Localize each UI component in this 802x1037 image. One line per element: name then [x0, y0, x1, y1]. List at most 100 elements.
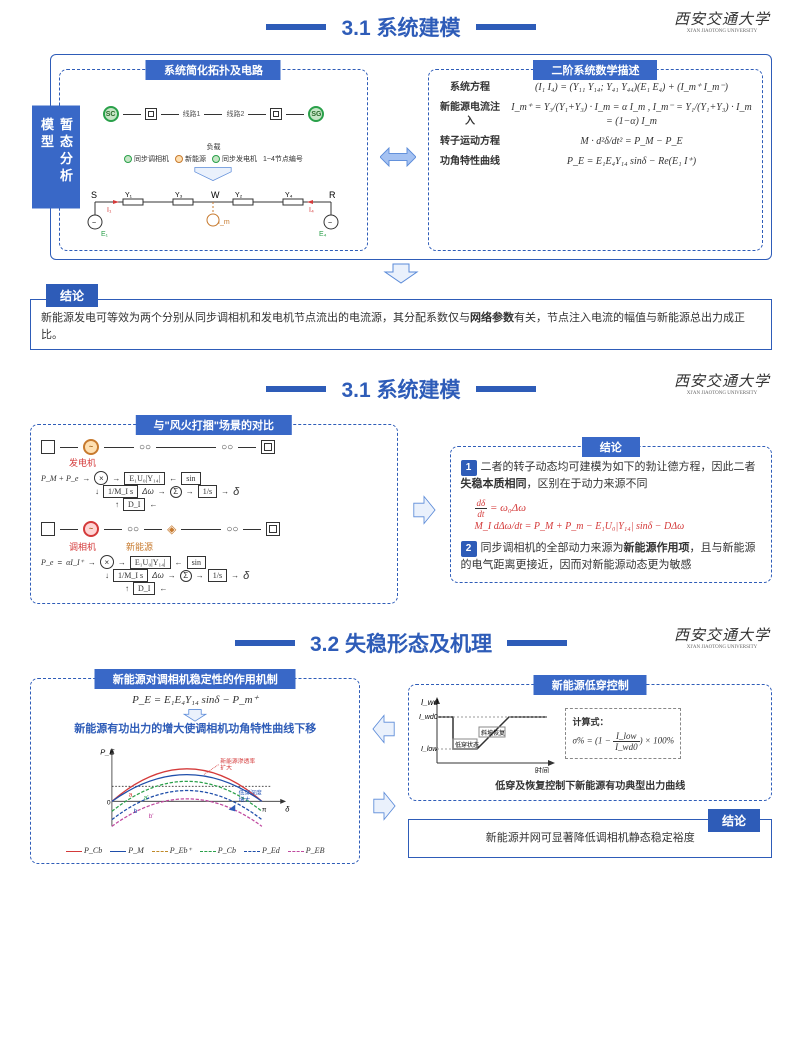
bi-arrow-icon — [380, 145, 416, 169]
topology-box: 系统简化拓扑及电路 SC 线路1 线路2 SG 负载 同步调相机 新能 — [59, 69, 368, 251]
equiv-circuit: S W R ~ ~ Y₁ Y₃ Y₂ — [70, 182, 357, 242]
gen-label: 发电机 — [69, 456, 387, 469]
right-arrow-icon — [370, 789, 398, 823]
ne-label: 新能源 — [126, 540, 153, 553]
calc-box: 计算式： σ% = (1 − I_lowI_wd0) × 100% — [565, 708, 681, 759]
right-arrow-icon — [410, 493, 438, 527]
down-arrow-icon — [173, 166, 253, 182]
load-label: 负载 — [70, 142, 357, 152]
svg-text:低穿深度: 低穿深度 — [239, 789, 262, 797]
transformer-icon-2 — [270, 108, 282, 120]
title-accent-left — [266, 24, 326, 30]
concl-item-2: 2同步调相机的全部动力来源为新能源作用项，且与新能源的电气距离更接近，因而对新能… — [461, 540, 761, 574]
lvrt-plot: I_wd I_wd0 I_low 时间 低穿状态 斜坡恢复 — [419, 693, 559, 773]
conclusion-box-p2: 结论 1二者的转子动态均可建模为如下的勃让德方程，因此二者失稳本质相同，区别在于… — [450, 446, 772, 583]
eq-pe: P_E = E₁E₄Y₁₄ sinδ − P_m⁺ — [41, 693, 349, 706]
page-1: 西安交通大学 XI'AN JIAOTONG UNIVERSITY 3.1 系统建… — [0, 0, 802, 362]
university-name: 西安交通大学 — [674, 12, 770, 28]
right-arrow-connector — [406, 493, 442, 527]
lvrt-title: 新能源低穿控制 — [534, 675, 647, 695]
eq-p2-2: M_I dΔω/dt = P_M + P_m − E₁U₀|Y₁₄| sinδ … — [475, 521, 761, 532]
svg-text:~: ~ — [328, 220, 332, 227]
sg-node: SG — [308, 106, 324, 122]
svg-text:R: R — [329, 190, 336, 200]
section-heading: 3.2 失稳形态及机理 — [310, 628, 492, 658]
svg-text:增大: 增大 — [239, 796, 251, 804]
svg-text:I_m: I_m — [218, 219, 230, 226]
conclusion-tag-p3: 结论 — [708, 809, 760, 832]
svg-text:I₄: I₄ — [309, 207, 314, 214]
svg-text:π: π — [262, 807, 267, 814]
svg-text:Y₄: Y₄ — [285, 192, 293, 199]
down-arrow-icon — [175, 708, 215, 722]
section-title-bar: 3.2 失稳形态及机理 — [30, 628, 772, 658]
eq-p2-1: dδdt = ω₀Δω — [475, 498, 761, 519]
sc-node: SC — [103, 106, 119, 122]
lvrt-caption: 低穿及恢复控制下新能源有功典型出力曲线 — [419, 777, 761, 792]
university-logo: 西安交通大学 XI'AN JIAOTONG UNIVERSITY — [674, 370, 770, 396]
circuit-legend: 同步调相机 新能源 同步发电机 1~4节点编号 — [70, 154, 357, 164]
math-box: 二阶系统数学描述 系统方程 (I₁ I₄) = (Y₁₁ Y₁₄; Y₄₁ Y₄… — [428, 69, 763, 251]
svg-text:新能源渗透率: 新能源渗透率 — [220, 757, 255, 765]
line1-label: 线路1 — [183, 109, 201, 119]
svg-text:低穿状态: 低穿状态 — [455, 741, 479, 749]
svg-text:0: 0 — [107, 800, 111, 807]
svg-text:b: b — [134, 808, 138, 815]
left-arrow-icon — [370, 712, 398, 746]
svg-text:W: W — [211, 190, 220, 200]
svg-text:I_low: I_low — [421, 746, 438, 753]
page-2: 西安交通大学 XI'AN JIAOTONG UNIVERSITY 3.1 系统建… — [0, 362, 802, 616]
statement: 新能源有功出力的增大使调相机功角特性曲线下移 — [41, 722, 349, 737]
section-heading: 3.1 系统建模 — [341, 12, 460, 42]
conclusion-text-pre: 新能源发电可等效为两个分别从同步调相机和发电机节点流出的电流源，其分配系数仅与 — [41, 312, 470, 324]
svg-text:I₁: I₁ — [107, 207, 112, 214]
university-sub: XI'AN JIAOTONG UNIVERSITY — [674, 29, 770, 34]
svg-text:时间: 时间 — [535, 766, 549, 773]
one-line-diagram: SC 线路1 线路2 SG — [70, 84, 357, 144]
svg-text:a: a — [129, 792, 133, 799]
page-3: 西安交通大学 XI'AN JIAOTONG UNIVERSITY 3.2 失稳形… — [0, 616, 802, 876]
svg-text:I_wd: I_wd — [421, 698, 438, 707]
svg-text:I_wd0: I_wd0 — [419, 714, 438, 721]
topology-title: 系统简化拓扑及电路 — [146, 60, 281, 80]
line2-label: 线路2 — [226, 109, 244, 119]
svg-text:~: ~ — [92, 220, 96, 227]
lvrt-box: 新能源低穿控制 I_wd I_wd0 I_low 时间 — [408, 684, 772, 801]
model-panel: 系统简化拓扑及电路 SC 线路1 线路2 SG 负载 同步调相机 新能 — [50, 54, 772, 260]
svg-text:Y₁: Y₁ — [125, 192, 133, 199]
svg-text:E₁: E₁ — [101, 231, 109, 238]
svg-text:δ: δ — [285, 805, 290, 814]
eq-rotor: 转子运动方程 M · d²δ/dt² = P_M − P_E — [439, 132, 752, 152]
conclusion-box: 新能源发电可等效为两个分别从同步调相机和发电机节点流出的电流源，其分配系数仅与网… — [30, 299, 772, 350]
svg-text:Y₃: Y₃ — [175, 192, 183, 199]
svg-text:S: S — [91, 190, 97, 200]
university-logo: 西安交通大学 XI'AN JIAOTONG UNIVERSITY — [674, 8, 770, 34]
comparison-title: 与"风火打捆"场景的对比 — [136, 415, 292, 435]
svg-text:a': a' — [144, 795, 149, 802]
gen-src-icon: ~ — [83, 439, 99, 455]
conclusion-tag: 结论 — [46, 284, 98, 307]
concl-tag-p2: 结论 — [582, 437, 640, 457]
mechanism-title: 新能源对调相机稳定性的作用机制 — [95, 669, 296, 689]
power-angle-plot: P_E δ 0 π 新能源渗透率 扩大 低穿深度 — [41, 743, 349, 843]
eq-injection: 新能源电流注入 I_m⁺ = Y₃/(Y₁+Y₃) · I_m = α I_m … — [439, 98, 752, 132]
svg-text:Y₂: Y₂ — [235, 192, 243, 199]
svg-text:扩大: 扩大 — [220, 764, 232, 772]
block-diagram-sc: ~ ○○ ◈ ○○ 调相机 新能源 P_e= αI_I⁺→ — [41, 521, 387, 595]
conclusion-bold-1: 网络参数 — [470, 312, 514, 324]
arrow-column — [368, 670, 400, 864]
bi-arrow-connector — [376, 63, 420, 251]
section-title-bar: 3.1 系统建模 — [30, 374, 772, 404]
mechanism-box: 新能源对调相机稳定性的作用机制 P_E = E₁E₄Y₁₄ sinδ − P_m… — [30, 678, 360, 864]
concl-item-1: 1二者的转子动态均可建模为如下的勃让德方程，因此二者失稳本质相同，区别在于动力来… — [461, 459, 761, 493]
sc-label: 调相机 — [69, 540, 96, 553]
svg-text:P_E: P_E — [100, 748, 115, 757]
eq-power-angle: 功角特性曲线 P_E = E₁E₄Y₁₄ sinδ − Re(E₁ I⁺) — [439, 152, 752, 172]
comparison-box: 与"风火打捆"场景的对比 ~ ○○ ○○ 发电机 P_M + P_e→ — [30, 424, 398, 604]
plot-legend: P_Cb P_M P_Eb⁺ P_Cb P_Ed P_EB — [41, 846, 349, 855]
eq-system: 系统方程 (I₁ I₄) = (Y₁₁ Y₁₄; Y₄₁ Y₄₄)(E₁ E₄)… — [439, 78, 752, 98]
title-accent-right — [476, 24, 536, 30]
university-logo: 西安交通大学 XI'AN JIAOTONG UNIVERSITY — [674, 624, 770, 650]
section-heading: 3.1 系统建模 — [341, 374, 460, 404]
section-title-bar: 3.1 系统建模 — [30, 12, 772, 42]
